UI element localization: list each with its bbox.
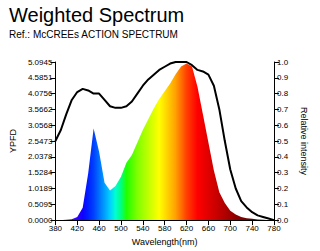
svg-text:780: 780: [267, 224, 281, 233]
svg-text:Weighted Spectrum: Weighted Spectrum: [9, 4, 184, 26]
svg-text:0.5: 0.5: [277, 137, 289, 146]
svg-text:700: 700: [224, 224, 238, 233]
svg-text:1.0: 1.0: [277, 58, 289, 67]
svg-text:4.0756: 4.0756: [28, 89, 53, 98]
svg-text:660: 660: [202, 224, 216, 233]
svg-text:4.5851: 4.5851: [28, 73, 53, 82]
svg-text:0.7: 0.7: [277, 105, 289, 114]
svg-text:500: 500: [114, 224, 128, 233]
svg-text:Wavelength(nm): Wavelength(nm): [132, 237, 198, 247]
svg-text:Relative intensity: Relative intensity: [299, 107, 309, 176]
svg-text:2.5473: 2.5473: [28, 137, 53, 146]
svg-text:3.0568: 3.0568: [28, 121, 53, 130]
svg-text:380: 380: [49, 224, 63, 233]
svg-text:460: 460: [92, 224, 106, 233]
svg-text:0.0000: 0.0000: [27, 215, 53, 225]
svg-text:0.0: 0.0: [277, 215, 289, 225]
svg-text:0.5095: 0.5095: [28, 200, 53, 209]
svg-text:YPFD: YPFD: [8, 129, 18, 154]
svg-text:620: 620: [180, 224, 194, 233]
svg-text:0.9: 0.9: [277, 73, 289, 82]
svg-text:2.0378: 2.0378: [28, 152, 53, 161]
svg-text:580: 580: [158, 224, 172, 233]
svg-text:0.1: 0.1: [277, 200, 289, 209]
svg-text:0.2: 0.2: [277, 184, 289, 193]
svg-text:Ref.: McCREEs ACTION SPECTRUM: Ref.: McCREEs ACTION SPECTRUM: [9, 29, 178, 40]
svg-text:0.3: 0.3: [277, 168, 289, 177]
svg-text:3.5662: 3.5662: [28, 105, 53, 114]
svg-text:540: 540: [136, 224, 150, 233]
svg-text:0.6: 0.6: [277, 121, 289, 130]
svg-text:0.8: 0.8: [277, 89, 289, 98]
svg-text:0.4: 0.4: [277, 152, 289, 161]
svg-text:740: 740: [245, 224, 259, 233]
svg-text:1.0189: 1.0189: [28, 184, 53, 193]
svg-text:5.0945: 5.0945: [28, 58, 53, 67]
svg-text:1.5284: 1.5284: [28, 168, 53, 177]
svg-text:420: 420: [71, 224, 85, 233]
